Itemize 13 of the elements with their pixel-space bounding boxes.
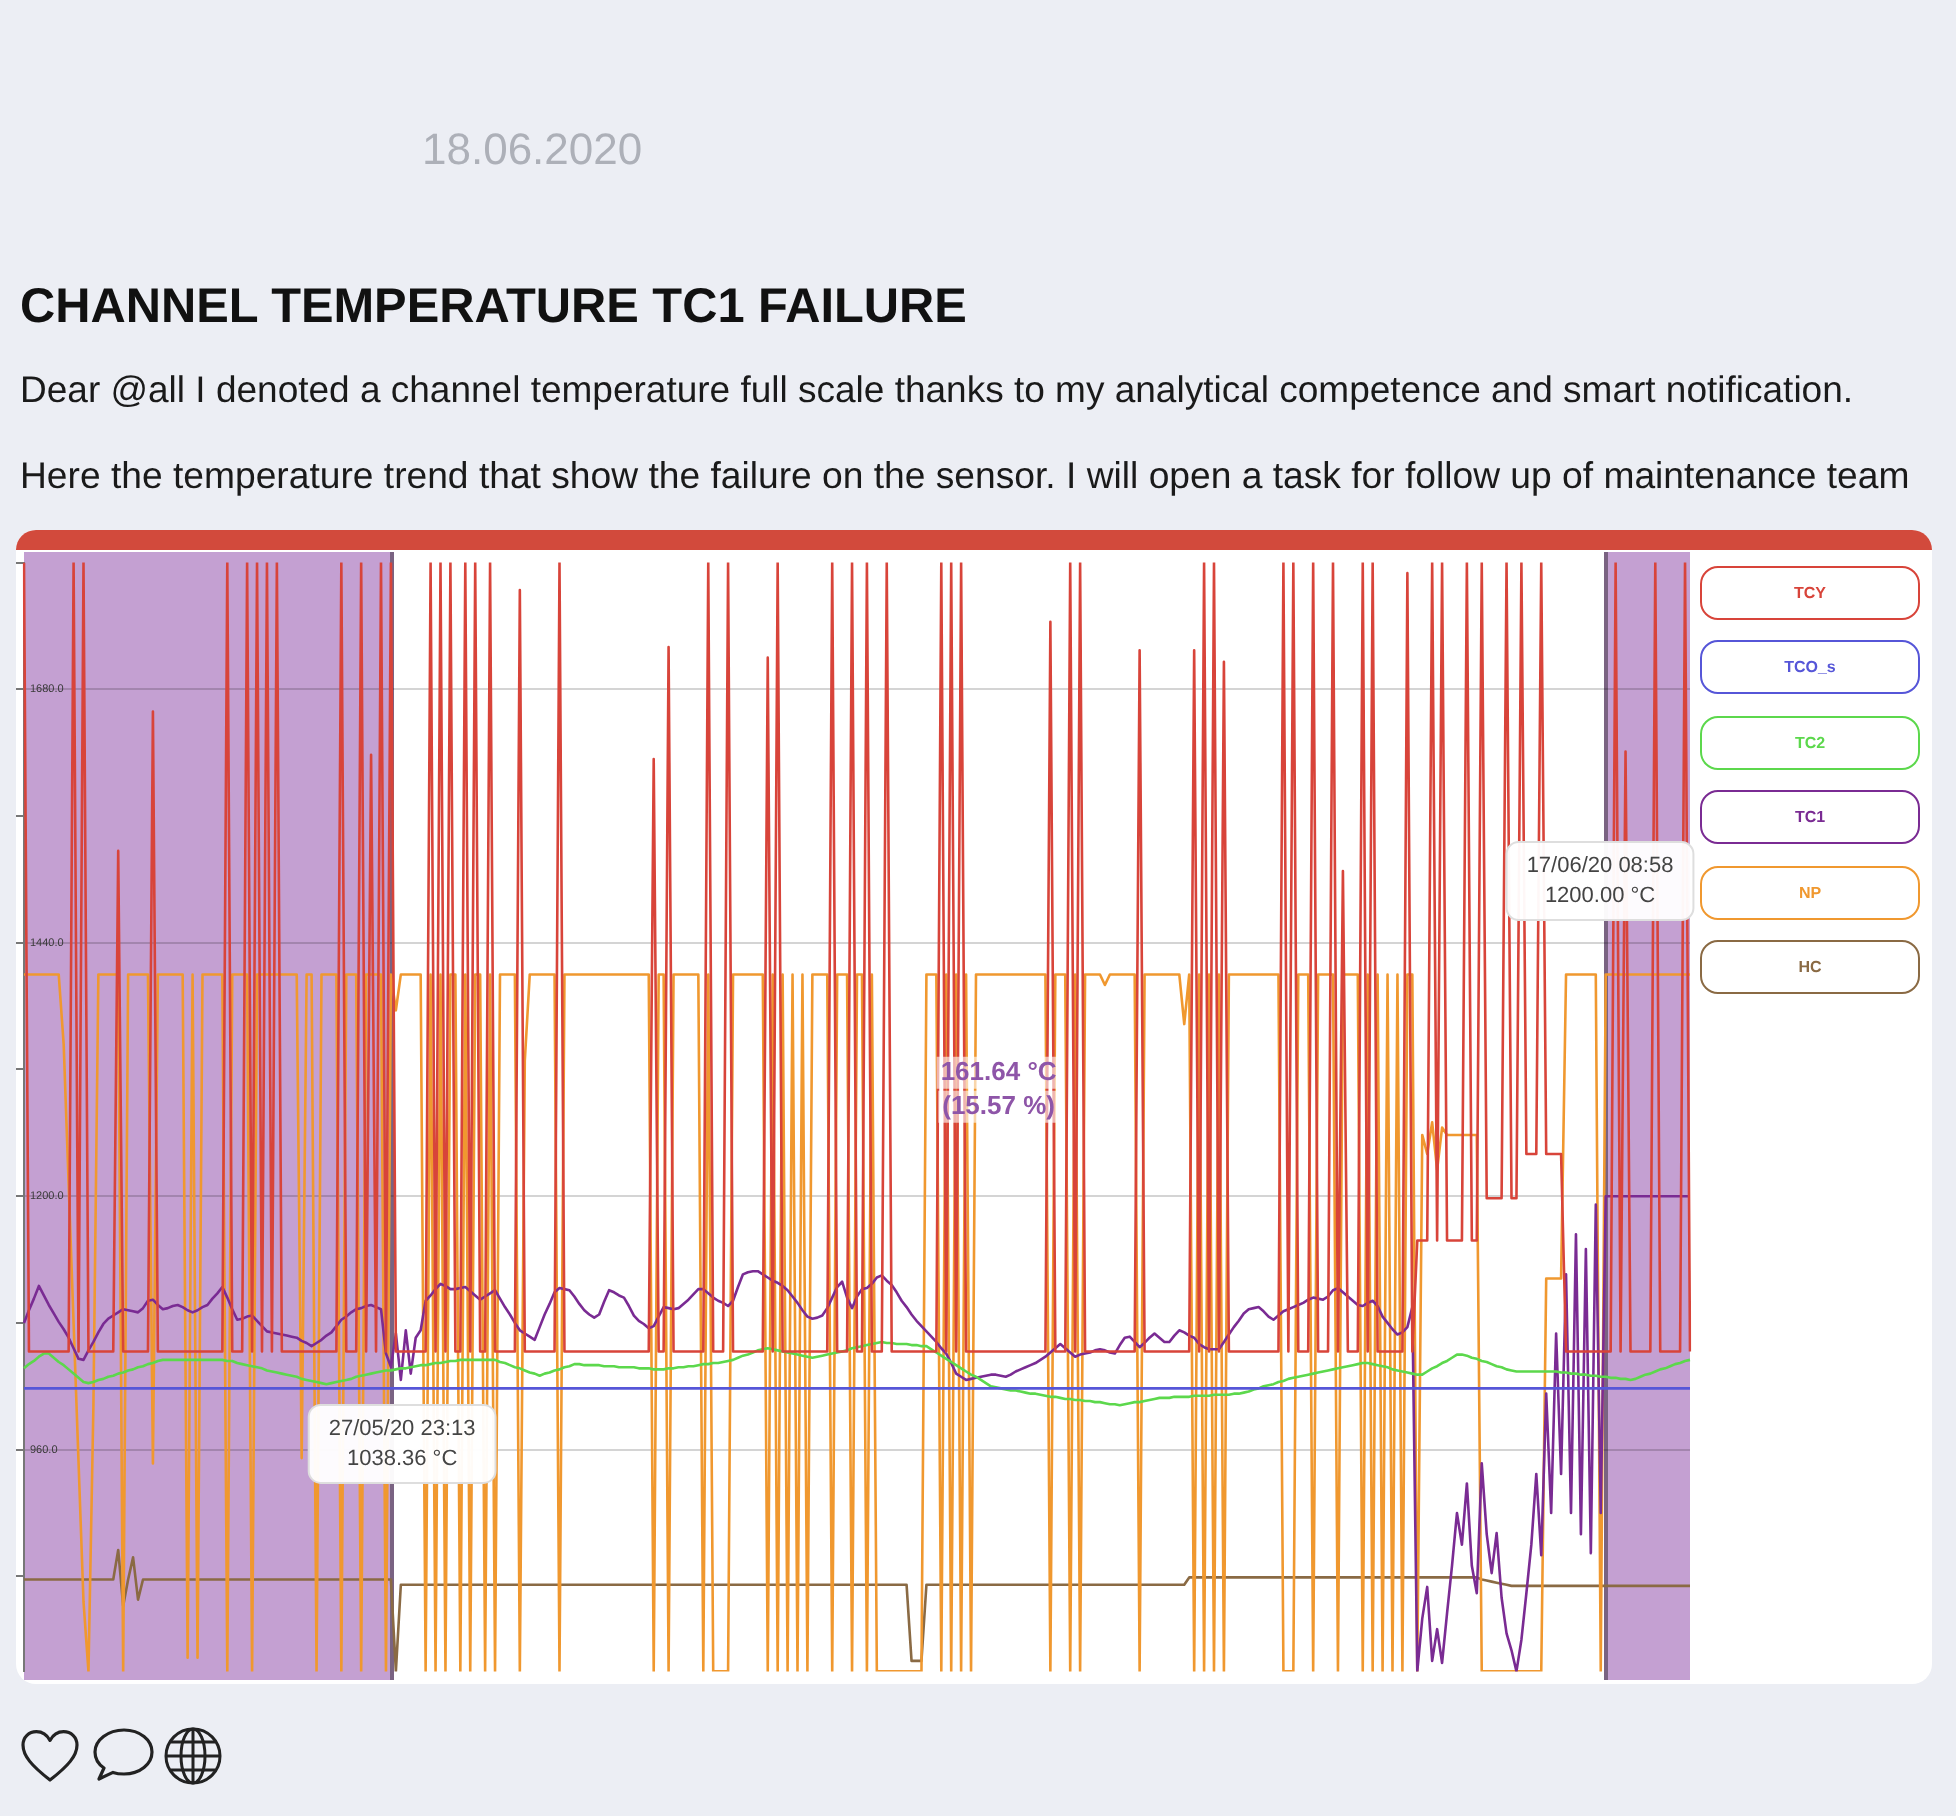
text: TCO_s: [1700, 640, 1920, 695]
chart-subtitle: Dear @all I denoted a channel temperature full scale thanks to my analytical competence and smart notification.: [20, 368, 1854, 412]
text: HC: [1700, 940, 1920, 994]
text: TCY: [1700, 566, 1920, 620]
text: 18.06.2020: [422, 124, 643, 176]
text: NP: [1700, 865, 1920, 920]
annotation: 27/05/20 23:13 1038.36 °C: [328, 1416, 476, 1471]
text: TC1: [1700, 790, 1920, 845]
annotation: 161.64 °C (15.57 %): [940, 1055, 1058, 1120]
chart-title: CHANNEL TEMPERATURE TC1 FAILURE: [20, 280, 967, 336]
annotation: 17/06/20 08:58 1200.00 °C: [1526, 854, 1674, 909]
text: TC2: [1700, 715, 1920, 770]
text: Here the temperature trend that show the failure on the sensor. I will open a task for follow up of maintenance team: [20, 454, 1910, 498]
